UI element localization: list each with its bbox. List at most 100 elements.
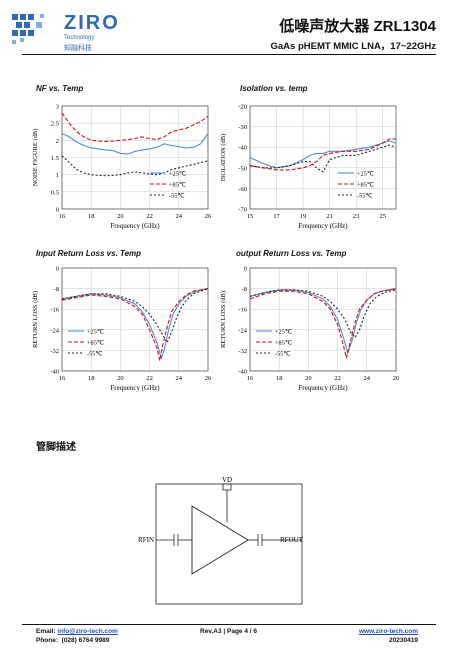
- series-line: [249, 140, 397, 169]
- y-tick-label: -30: [238, 124, 247, 131]
- y-tick-label: 0: [56, 266, 59, 273]
- y-axis-label: RETURN LOSS (dB): [220, 291, 227, 348]
- x-tick-label: 20: [305, 375, 312, 382]
- plot-frame: [61, 105, 209, 210]
- x-tick-label: 26: [205, 213, 212, 220]
- document-title: 低噪声放大器 ZRL1304: [279, 18, 436, 35]
- y-tick-label: 1.5: [51, 155, 59, 162]
- series-line: [61, 133, 209, 155]
- legend-label: -55℃: [87, 350, 102, 357]
- output-return-loss-chart: -40 -32 -24 -16 -8 0 16 18 20 22 24 26 Frequency (GH…: [220, 266, 400, 393]
- x-tick-label: 22: [334, 375, 341, 382]
- y-axis-label: NOISE FIGURE (dB): [32, 129, 39, 187]
- legend-label: +85℃: [357, 181, 374, 188]
- y-tick-label: -8: [54, 286, 59, 293]
- footer-divider: [22, 624, 436, 625]
- rfout-label: RFOUT: [280, 536, 304, 544]
- legend-label: +85℃: [275, 339, 292, 346]
- x-tick-label: 22: [146, 213, 153, 220]
- x-tick-label: 16: [247, 375, 254, 382]
- phone-number: (028) 6764 9989: [61, 637, 110, 644]
- x-tick-label: 23: [353, 213, 360, 220]
- x-axis-label: Frequency (GHz): [298, 384, 348, 392]
- email-link[interactable]: info@ziro-tech.com: [57, 628, 118, 635]
- x-axis-label: Frequency (GHz): [110, 222, 160, 230]
- legend-label: -55℃: [169, 192, 184, 199]
- document-subtitle: GaAs pHEMT MMIC LNA，17~22GHz: [270, 41, 437, 52]
- y-axis-label: RETURN LOSS (dB): [32, 291, 39, 348]
- document-date: 20230419: [389, 637, 418, 644]
- y-tick-label: -24: [50, 327, 59, 334]
- x-tick-label: 26: [393, 375, 400, 382]
- ziro-logo-icon: [12, 14, 44, 44]
- legend-label: +25℃: [275, 328, 292, 335]
- isolation-vs-temp-chart: -70 -60 -50 -40 -30 -20 15 17 19 21 23 25 Frequency …: [220, 104, 397, 230]
- series-line: [249, 144, 397, 173]
- x-tick-label: 25: [379, 213, 386, 220]
- legend-label: +25℃: [169, 170, 186, 177]
- y-tick-label: -16: [238, 307, 247, 314]
- email-label: Email:: [36, 628, 56, 635]
- y-tick-label: -50: [238, 165, 247, 172]
- y-tick-label: 0.5: [51, 189, 59, 196]
- y-tick-label: -20: [238, 104, 247, 111]
- pin-diagram: VD RFIN RFOUT: [138, 476, 304, 605]
- series-line: [61, 112, 209, 142]
- brand-chinese-name: 知融科技: [64, 45, 92, 52]
- x-tick-label: 17: [273, 213, 280, 220]
- y-tick-label: 2: [56, 138, 59, 145]
- y-tick-label: -40: [50, 369, 59, 376]
- legend-label: +85℃: [169, 181, 186, 188]
- y-tick-label: -32: [238, 348, 247, 355]
- series-line: [61, 288, 209, 360]
- chart-title-nf: NF vs. Temp: [36, 84, 84, 93]
- brand-subtitle: Technology: [64, 35, 95, 41]
- x-tick-label: 16: [59, 213, 66, 220]
- y-tick-label: -40: [238, 369, 247, 376]
- x-tick-label: 19: [300, 213, 307, 220]
- chart-title-input-return-loss: Input Return Loss vs. Temp: [36, 249, 142, 258]
- x-axis-label: Frequency (GHz): [298, 222, 348, 230]
- footer-email: Email: info@ziro-tech.com: [36, 628, 118, 635]
- website-link[interactable]: www.ziro-tech.com: [359, 628, 418, 635]
- chart-title-isolation: Isolation vs. temp: [240, 84, 308, 93]
- legend-label: -55℃: [275, 350, 290, 357]
- series-line: [249, 289, 397, 339]
- plot-frame: [249, 105, 397, 210]
- nf-vs-temp-chart: 0 0.5 1 1.5 2 2.5 3 16 18 20 22 24 26 Frequency (GHz)…: [32, 104, 212, 231]
- header-divider: [22, 54, 436, 55]
- y-tick-label: -16: [50, 307, 59, 314]
- y-tick-label: 1: [56, 172, 59, 179]
- x-tick-label: 24: [176, 375, 183, 382]
- y-tick-label: 3: [56, 104, 59, 111]
- legend-label: +25℃: [357, 170, 374, 177]
- vd-label: VD: [222, 476, 232, 484]
- vd-pad: [222, 483, 232, 491]
- series-line: [249, 288, 397, 359]
- x-tick-label: 20: [117, 213, 124, 220]
- chart-title-output-return-loss: output Return Loss vs. Temp: [236, 249, 347, 258]
- phone-label: Phone:: [36, 637, 59, 644]
- series-line: [61, 288, 209, 344]
- y-tick-label: -40: [238, 145, 247, 152]
- plot-frame: [61, 267, 209, 372]
- y-tick-label: 2.5: [51, 121, 59, 128]
- x-tick-label: 15: [247, 213, 254, 220]
- pin-description-heading: 管脚描述: [36, 442, 76, 453]
- x-tick-label: 24: [364, 375, 371, 382]
- x-tick-label: 22: [146, 375, 153, 382]
- x-tick-label: 18: [88, 375, 95, 382]
- y-tick-label: -32: [50, 348, 59, 355]
- plot-frame: [249, 267, 397, 372]
- x-tick-label: 18: [88, 213, 95, 220]
- page-revision: Rev.A3 | Page 4 / 6: [200, 628, 257, 635]
- y-axis-label: ISOLATION (dB): [220, 134, 227, 181]
- x-axis-label: Frequency (GHz): [110, 384, 160, 392]
- x-tick-label: 18: [276, 375, 283, 382]
- x-tick-label: 26: [205, 375, 212, 382]
- x-tick-label: 24: [176, 213, 183, 220]
- brand-name: ZIRO: [64, 12, 120, 34]
- input-return-loss-chart: -40 -32 -24 -16 -8 0 16 18 20 22 24 26 Frequency (GH…: [32, 266, 212, 393]
- footer-phone: Phone: (028) 6764 9989: [36, 637, 109, 644]
- y-tick-label: -8: [242, 286, 247, 293]
